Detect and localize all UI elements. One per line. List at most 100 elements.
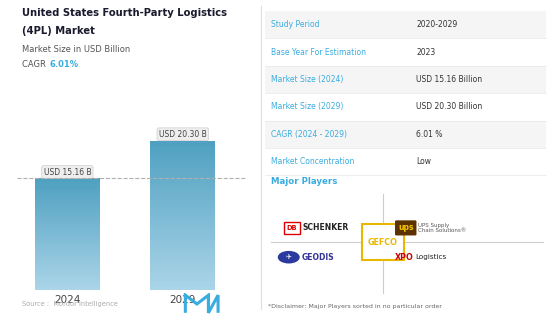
Bar — [35, 190, 100, 192]
Bar — [151, 148, 215, 151]
Bar — [35, 195, 100, 197]
Bar — [35, 262, 100, 264]
Bar — [151, 250, 215, 253]
Bar — [35, 249, 100, 251]
Bar — [151, 248, 215, 250]
Bar — [35, 193, 100, 195]
Bar — [35, 275, 100, 277]
Bar — [35, 267, 100, 269]
Bar — [35, 184, 100, 186]
Text: Market Concentration: Market Concentration — [271, 157, 354, 166]
Bar — [151, 267, 215, 270]
Bar — [35, 203, 100, 204]
Text: Market Size in USD Billion: Market Size in USD Billion — [22, 45, 130, 54]
Bar — [151, 228, 215, 230]
Bar — [151, 265, 215, 267]
Bar — [151, 218, 215, 220]
Bar — [151, 151, 215, 153]
Bar — [35, 255, 100, 256]
Bar — [35, 188, 100, 190]
Bar — [35, 232, 100, 234]
Bar — [151, 213, 215, 215]
Bar — [35, 228, 100, 230]
Bar — [151, 140, 215, 143]
Bar — [151, 255, 215, 257]
Text: Source :  Mordor Intelligence: Source : Mordor Intelligence — [22, 301, 118, 307]
Bar — [151, 200, 215, 203]
Bar — [35, 206, 100, 208]
Bar — [35, 225, 100, 227]
Text: United States Fourth-Party Logistics: United States Fourth-Party Logistics — [22, 8, 227, 18]
Text: Low: Low — [416, 157, 431, 166]
Text: Study Period: Study Period — [271, 20, 319, 29]
Bar — [35, 260, 100, 262]
Bar — [35, 286, 100, 288]
Bar — [151, 210, 215, 213]
Bar — [151, 180, 215, 183]
Bar — [151, 193, 215, 195]
Bar — [151, 230, 215, 232]
Bar — [151, 253, 215, 255]
Text: DB: DB — [287, 225, 298, 231]
Bar — [151, 260, 215, 262]
Bar — [151, 158, 215, 160]
Bar — [151, 285, 215, 287]
Bar — [151, 153, 215, 156]
Text: Base Year For Estimation: Base Year For Estimation — [271, 48, 366, 57]
Bar — [35, 269, 100, 271]
Bar — [35, 236, 100, 238]
Bar — [151, 165, 215, 168]
Bar — [151, 168, 215, 170]
Bar — [151, 240, 215, 243]
Bar — [151, 205, 215, 208]
Bar — [151, 270, 215, 272]
Bar — [35, 178, 100, 180]
Bar — [35, 182, 100, 184]
Bar — [35, 212, 100, 214]
Bar — [151, 146, 215, 148]
Text: 6.01%: 6.01% — [50, 60, 79, 69]
Bar — [151, 225, 215, 228]
Bar — [35, 258, 100, 260]
Text: USD 20.30 B: USD 20.30 B — [159, 130, 207, 139]
Bar — [151, 195, 215, 198]
Bar — [35, 253, 100, 255]
Text: CAGR (2024 - 2029): CAGR (2024 - 2029) — [271, 130, 346, 139]
Bar — [151, 287, 215, 290]
Bar — [151, 278, 215, 280]
Bar — [35, 277, 100, 279]
Bar — [35, 210, 100, 212]
Text: *Disclaimer: Major Players sorted in no particular order: *Disclaimer: Major Players sorted in no … — [268, 304, 442, 309]
Text: (4PL) Market: (4PL) Market — [22, 26, 95, 36]
Bar — [35, 204, 100, 206]
Bar — [151, 220, 215, 223]
Bar — [35, 219, 100, 221]
Text: ✈: ✈ — [286, 254, 292, 260]
Text: USD 15.16 B: USD 15.16 B — [43, 168, 91, 176]
Bar — [35, 256, 100, 258]
Bar — [35, 186, 100, 188]
Bar — [35, 242, 100, 243]
Bar — [151, 238, 215, 240]
Bar — [35, 243, 100, 245]
Bar — [151, 160, 215, 163]
Text: CAGR: CAGR — [22, 60, 48, 69]
Bar — [35, 266, 100, 267]
Bar — [35, 201, 100, 203]
Bar — [151, 163, 215, 165]
Bar — [35, 288, 100, 290]
Text: Market Size (2024): Market Size (2024) — [271, 75, 343, 84]
Bar — [35, 264, 100, 266]
Bar — [151, 173, 215, 175]
Bar — [151, 198, 215, 200]
Bar — [35, 217, 100, 219]
Bar — [35, 247, 100, 249]
Bar — [35, 230, 100, 232]
Bar — [35, 251, 100, 253]
Text: SCHENKER: SCHENKER — [302, 223, 349, 232]
Bar — [151, 188, 215, 190]
Text: ups: ups — [398, 223, 414, 232]
Bar — [151, 272, 215, 275]
Bar — [151, 235, 215, 238]
Text: GEODIS: GEODIS — [302, 253, 334, 262]
